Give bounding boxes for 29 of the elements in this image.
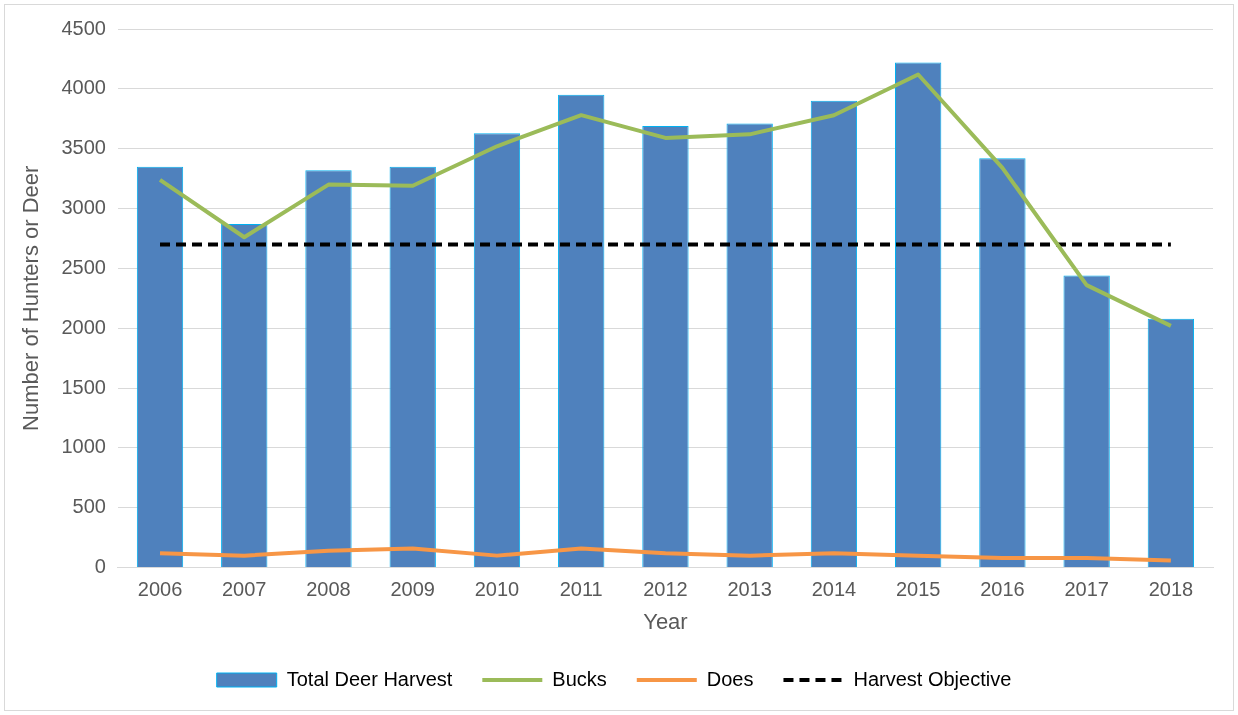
x-tick-label: 2018 — [1148, 578, 1194, 601]
x-tick-label: 2008 — [306, 578, 351, 601]
legend-label: Harvest Objective — [853, 667, 1012, 690]
x-tick-label: 2009 — [390, 578, 435, 601]
y-axis-title: Number of Hunters or Deer — [18, 165, 44, 431]
x-tick-label: 2014 — [811, 578, 857, 601]
y-tick-label: 3000 — [61, 196, 106, 219]
x-tick-label: 2015 — [895, 578, 941, 601]
y-tick-label: 0 — [94, 555, 106, 578]
y-tick-label: 500 — [72, 495, 106, 518]
y-tick-label: 2000 — [61, 315, 106, 338]
y-tick-label: 2500 — [61, 255, 106, 278]
x-tick-label: 2006 — [137, 578, 183, 601]
legend-label: Bucks — [552, 667, 607, 690]
y-tick-label: 1000 — [61, 435, 106, 458]
legend-label: Total Deer Harvest — [286, 667, 453, 690]
y-tick-label: 4000 — [61, 76, 106, 99]
y-tick-label: 3500 — [61, 136, 106, 159]
x-tick-label: 2017 — [1064, 578, 1109, 601]
y-tick-label: 1500 — [61, 375, 106, 398]
legend-label: Does — [706, 667, 754, 690]
x-tick-label: 2016 — [980, 578, 1025, 601]
x-tick-label: 2007 — [222, 578, 267, 601]
x-tick-label: 2013 — [727, 578, 772, 601]
x-tick-label: 2012 — [643, 578, 688, 601]
y-tick-label: 4500 — [61, 16, 106, 39]
x-axis-title: Year — [643, 608, 688, 634]
x-tick-label: 2011 — [559, 578, 603, 601]
x-tick-label: 2010 — [474, 578, 520, 601]
